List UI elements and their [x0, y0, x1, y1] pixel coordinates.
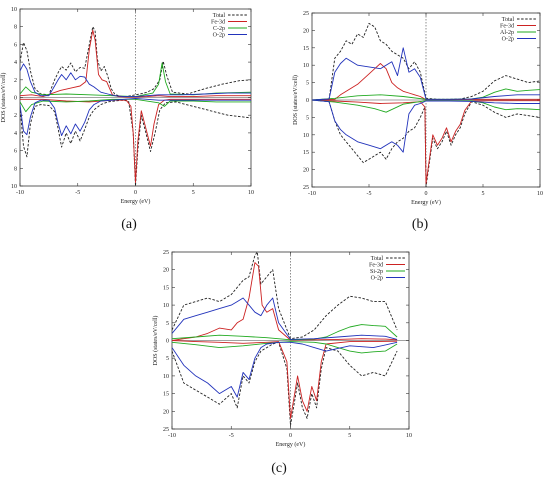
y-tick-label: 4 — [14, 60, 17, 66]
series-line-fe-3d-spin-down — [20, 98, 251, 183]
x-tick-label: -5 — [75, 190, 80, 196]
series-line-o-2p — [312, 47, 540, 101]
x-tick-label: 10 — [406, 433, 412, 439]
x-tick-label: 10 — [248, 190, 254, 196]
x-tick-label: 0 — [134, 190, 137, 196]
y-tick-label: 4 — [14, 131, 17, 137]
legend-label: Si-2p — [370, 269, 383, 275]
x-tick-label: -10 — [168, 433, 176, 439]
legend-label: Al-2p — [500, 30, 514, 36]
y-tick-label: 8 — [14, 25, 17, 31]
x-tick-label: 5 — [348, 433, 351, 439]
legend-label: Fe-3d — [369, 263, 383, 269]
y-tick-label: 25 — [163, 250, 169, 256]
x-tick-label: -5 — [229, 433, 234, 439]
legend-label: C-2p — [213, 26, 225, 32]
y-tick-label: 15 — [163, 285, 169, 291]
legend-label: O-2p — [213, 33, 225, 39]
y-tick-label: 2 — [14, 113, 17, 119]
legend-label: Total — [371, 256, 384, 262]
dos-panel-c: -10 -5 0 5 10 25 20 15 10 5 0 5 10 15 20 25 Energy (eV) D… — [152, 250, 412, 476]
legend-label: Fe-3d — [211, 20, 225, 26]
x-tick-label: -10 — [16, 190, 24, 196]
y-tick-label: 8 — [14, 166, 17, 172]
x-tick-label: -5 — [367, 191, 372, 197]
y-tick-label: 15 — [163, 392, 169, 398]
y-tick-label: 20 — [163, 409, 169, 415]
y-tick-label: 20 — [163, 268, 169, 274]
legend-label: Fe-3d — [500, 24, 514, 30]
series-line-total-spin-down — [172, 341, 398, 426]
y-tick-label: 10 — [163, 303, 169, 309]
y-tick-label: 5 — [306, 115, 309, 121]
legend-label: O-2p — [371, 276, 383, 282]
y-tick-label: 15 — [303, 150, 309, 156]
series-line-fe-3d — [172, 262, 398, 341]
y-tick-label: 6 — [14, 149, 17, 155]
y-tick-label: 0 — [166, 339, 169, 345]
series-line-total — [312, 22, 540, 101]
y-axis-label: DOS (states/eV/cell) — [152, 316, 159, 366]
y-tick-label: 25 — [303, 185, 309, 191]
y-tick-label: 5 — [166, 356, 169, 362]
y-tick-label: 6 — [14, 42, 17, 48]
x-axis-label: Energy (eV) — [411, 199, 441, 206]
series-line-o-2p — [20, 63, 251, 98]
x-axis-label: Energy (eV) — [276, 441, 306, 448]
series-line-total — [172, 252, 398, 340]
series-line-fe-3d-spin-down — [312, 99, 540, 184]
series-line-si-2p — [172, 324, 398, 341]
y-tick-label: 10 — [11, 7, 17, 13]
series-line-o-2p-spin-down — [312, 99, 540, 153]
legend-label: O-2p — [502, 37, 514, 43]
y-tick-label: 25 — [303, 11, 309, 17]
x-tick-label: 0 — [425, 191, 428, 197]
y-axis-label: DOS (states/eV/cell) — [292, 75, 299, 125]
x-tick-label: -10 — [308, 191, 316, 197]
y-tick-label: 0 — [14, 96, 17, 102]
x-axis-label: Energy (eV) — [121, 198, 151, 205]
legend-label: Total — [213, 13, 226, 19]
dos-panel-a: -10 -5 0 5 10 10 8 6 4 2 0 2 4 6 8 10 Energy (eV) DOS (st… — [0, 7, 254, 232]
y-tick-label: 20 — [303, 168, 309, 174]
y-tick-label: 15 — [303, 46, 309, 52]
series-line-total — [20, 26, 251, 98]
series-line-o-2p-spin-down — [20, 97, 251, 137]
series-line-fe-3d-spin-down — [172, 340, 398, 419]
y-axis-label: DOS (states/eV/cell) — [0, 73, 7, 123]
series-line-o-2p — [172, 297, 398, 340]
y-tick-label: 5 — [166, 321, 169, 327]
y-tick-label: 10 — [303, 63, 309, 69]
y-tick-label: 5 — [306, 81, 309, 87]
series-line-fe-3d — [20, 29, 251, 98]
y-tick-label: 20 — [303, 28, 309, 34]
panel-caption: (b) — [412, 217, 429, 232]
panel-caption: (c) — [271, 461, 287, 476]
x-tick-label: 0 — [289, 433, 292, 439]
y-tick-label: 25 — [163, 427, 169, 433]
panel-caption: (a) — [121, 217, 137, 232]
x-tick-label: 10 — [537, 191, 543, 197]
y-tick-label: 10 — [303, 133, 309, 139]
legend-label: Total — [502, 17, 515, 23]
x-tick-label: 5 — [482, 191, 485, 197]
x-tick-label: 5 — [192, 190, 195, 196]
dos-panel-b: -10 -5 0 5 10 25 20 15 10 5 0 5 10 15 20 25 Energy (eV) D… — [292, 11, 543, 232]
series-line-total-spin-down — [312, 99, 540, 187]
y-tick-label: 2 — [14, 78, 17, 84]
series-line-o-2p-spin-down — [172, 341, 398, 398]
series-line-total-spin-down — [20, 99, 251, 186]
y-tick-label: 10 — [163, 374, 169, 380]
y-tick-label: 10 — [11, 184, 17, 190]
series-line-si-2p-spin-down — [172, 341, 398, 354]
y-tick-label: 0 — [306, 98, 309, 104]
